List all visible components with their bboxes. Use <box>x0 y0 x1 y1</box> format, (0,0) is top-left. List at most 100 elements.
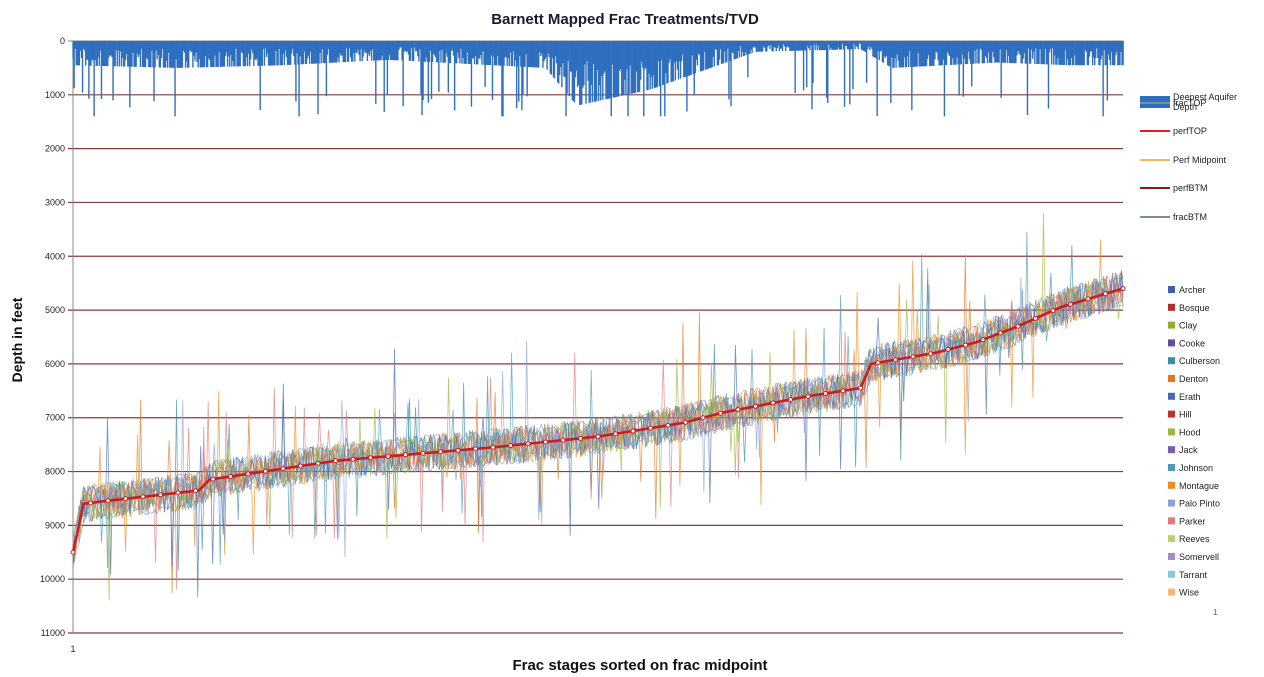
county-frac-traces <box>72 212 1124 601</box>
aquifer-bar <box>234 41 236 67</box>
aquifer-bar <box>1044 41 1047 50</box>
aquifer-bar <box>334 41 336 63</box>
aquifer-bar <box>550 41 553 75</box>
aquifer-bar <box>303 41 306 52</box>
aquifer-bar <box>1073 41 1075 66</box>
aquifer-bar <box>582 41 584 88</box>
aquifer-bar <box>1018 41 1020 54</box>
aquifer-bar <box>802 41 805 91</box>
aquifer-bar <box>523 41 525 67</box>
aquifer-bar <box>521 41 523 111</box>
aquifer-bar <box>783 41 786 47</box>
aquifer-bar <box>513 41 516 67</box>
depth-legend-item-3: Perf Midpoint <box>1140 155 1227 165</box>
aquifer-bar <box>153 41 155 102</box>
aquifer-bar <box>460 41 462 49</box>
perf-midpoint-marker <box>630 428 636 434</box>
aquifer-bar <box>586 41 588 62</box>
aquifer-bar <box>314 41 316 64</box>
aquifer-bar <box>474 41 477 57</box>
aquifer-bar <box>824 41 827 50</box>
aquifer-bar <box>227 41 230 57</box>
aquifer-bar <box>1077 41 1079 66</box>
aquifer-bar <box>964 41 967 65</box>
aquifer-bar <box>273 41 275 66</box>
county-legend-label-16: Tarrant <box>1179 570 1208 580</box>
county-legend-swatch-6 <box>1168 392 1175 400</box>
aquifer-bar <box>1040 41 1042 65</box>
perf-midpoint-marker <box>595 434 601 440</box>
aquifer-bar <box>1057 41 1059 59</box>
aquifer-bar <box>90 41 92 66</box>
aquifer-bar <box>615 41 618 97</box>
aquifer-bar <box>390 41 393 61</box>
y-tick-9000: 9000 <box>45 520 65 530</box>
aquifer-bar <box>123 41 126 67</box>
aquifer-bar <box>777 41 780 46</box>
aquifer-bar <box>828 41 830 45</box>
aquifer-bar <box>413 41 416 48</box>
aquifer-bar <box>200 41 203 68</box>
perf-midpoint-marker <box>648 425 653 431</box>
aquifer-bar <box>381 41 383 56</box>
aquifer-bar <box>336 41 338 63</box>
aquifer-bar <box>624 41 626 80</box>
county-legend-swatch-16 <box>1168 570 1175 578</box>
aquifer-bar <box>965 41 968 65</box>
aquifer-bar <box>1002 41 1004 63</box>
aquifer-bar <box>951 41 953 65</box>
aquifer-bar <box>782 41 785 45</box>
aquifer-bar <box>888 41 890 66</box>
aquifer-bar <box>1074 41 1076 56</box>
aquifer-bar <box>1115 41 1117 55</box>
aquifer-bar <box>453 41 456 111</box>
aquifer-bar <box>217 41 219 67</box>
county-legend-label-7: Hill <box>1179 410 1192 420</box>
perf-midpoint-marker <box>1120 286 1126 292</box>
aquifer-bar <box>174 41 176 117</box>
aquifer-bar <box>444 41 446 63</box>
aquifer-bar <box>279 41 281 66</box>
aquifer-bar <box>260 41 262 66</box>
aquifer-bar <box>1094 41 1096 66</box>
aquifer-bar <box>535 41 538 68</box>
aquifer-bar <box>1013 41 1015 64</box>
aquifer-bar <box>933 41 935 66</box>
aquifer-bar <box>708 41 710 69</box>
aquifer-bar <box>462 41 464 59</box>
aquifer-bar <box>878 41 880 61</box>
aquifer-bar <box>232 41 234 62</box>
aquifer-bar <box>467 41 469 64</box>
aquifer-bar <box>696 41 699 66</box>
aquifer-bar <box>332 41 334 63</box>
aquifer-bar <box>968 41 971 60</box>
aquifer-bar <box>549 41 551 74</box>
perf-midpoint-marker <box>963 342 968 348</box>
aquifer-bar <box>616 41 619 97</box>
aquifer-bar <box>1020 41 1022 64</box>
aquifer-bar <box>670 41 672 83</box>
aquifer-bar <box>233 41 235 67</box>
aquifer-bar <box>834 41 836 50</box>
aquifer-bar <box>338 41 340 63</box>
county-legend-item-3: Cooke <box>1168 338 1205 348</box>
aquifer-bar <box>795 41 797 51</box>
aquifer-bar <box>1004 41 1007 63</box>
aquifer-bar <box>188 41 190 68</box>
aquifer-bar <box>705 41 707 70</box>
aquifer-bar <box>751 41 753 54</box>
aquifer-bar <box>1017 41 1019 52</box>
aquifer-bar <box>363 41 365 51</box>
aquifer-bar <box>304 41 307 65</box>
aquifer-bar <box>250 41 252 60</box>
aquifer-bar <box>457 41 459 53</box>
aquifer-bar <box>407 41 410 55</box>
aquifer-bar <box>378 41 380 61</box>
aquifer-bar <box>320 41 322 64</box>
aquifer-bar <box>638 41 641 92</box>
aquifer-bar <box>492 41 495 57</box>
aquifer-bar <box>748 41 750 55</box>
aquifer-bar <box>1006 41 1009 63</box>
aquifer-bar <box>1008 41 1011 63</box>
